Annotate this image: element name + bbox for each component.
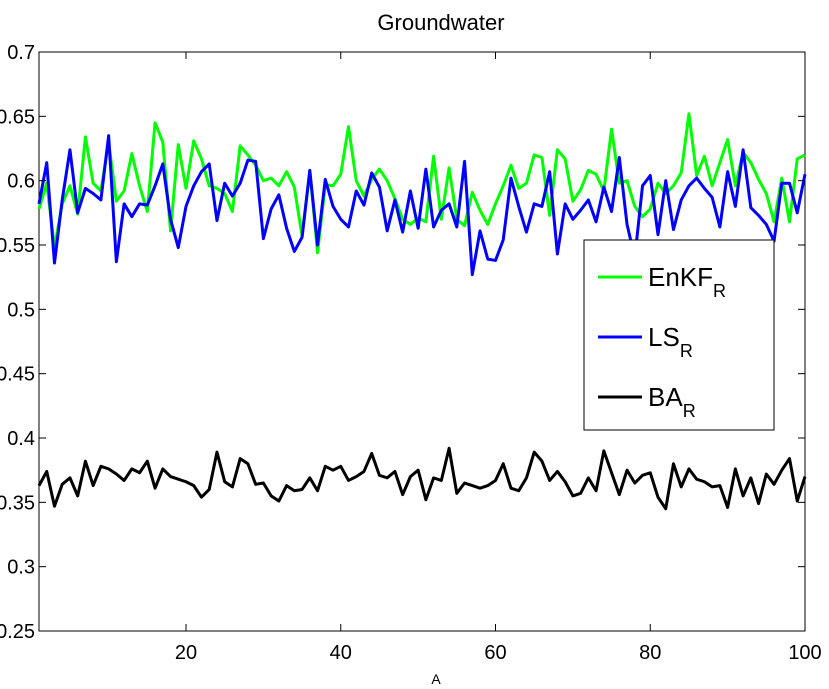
plot-area: 0.25 0.3 0.35 0.4 0.45 0.5 0.55 0.6 0.65 0.7 20 40 6… [0,42,822,664]
y-tick-label: 0.5 [7,299,35,321]
y-tick-label: 0.25 [0,621,35,643]
y-tick-label: 0.35 [0,492,35,514]
x-tick-label: 20 [175,642,197,664]
series-line-ba [37,446,807,511]
y-tick-label: 0.7 [7,42,35,64]
x-tick-label: 100 [788,642,821,664]
y-tick-label: 0.65 [0,106,35,128]
legend-subscript: R [713,281,726,301]
y-tick-label: 0.4 [7,428,35,450]
x-tick-label: 60 [484,642,506,664]
legend-subscript: R [680,341,693,361]
x-tick-label: 80 [639,642,661,664]
y-tick-label: 0.55 [0,235,35,257]
y-tick-label: 0.6 [7,171,35,193]
x-tick-label: 40 [330,642,352,664]
series-line-ls [37,134,807,277]
axes-frame [38,51,806,632]
chart-title: Groundwater [377,10,504,35]
x-axis-label: A [431,671,441,687]
legend-subscript: R [683,401,696,421]
y-tick-label: 0.3 [7,557,35,579]
y-tick-label: 0.45 [0,364,35,386]
